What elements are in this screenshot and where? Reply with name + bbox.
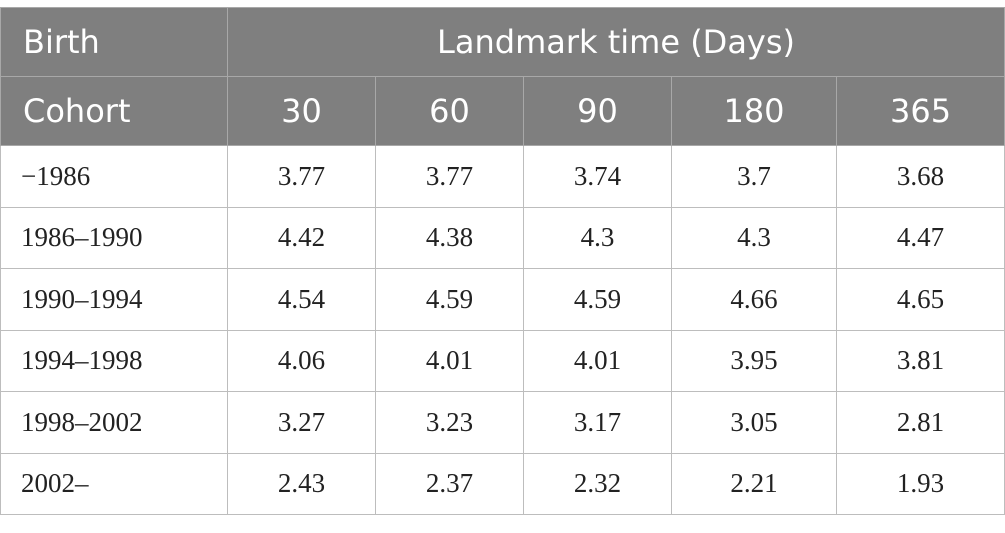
value-cell: 3.81 bbox=[835, 329, 1005, 392]
table-row: −1986 3.77 3.77 3.74 3.7 3.68 bbox=[0, 145, 1005, 208]
cohort-cell: 1990–1994 bbox=[0, 268, 228, 331]
value-cell: 2.37 bbox=[375, 452, 524, 515]
value-cell: 4.01 bbox=[523, 329, 672, 392]
header-col-90: 90 bbox=[523, 76, 672, 146]
table-row: 1998–2002 3.27 3.23 3.17 3.05 2.81 bbox=[0, 391, 1005, 454]
value-cell: 2.43 bbox=[227, 452, 376, 515]
value-cell: 3.23 bbox=[375, 391, 524, 454]
value-cell: 3.05 bbox=[671, 391, 837, 454]
header-col-30: 30 bbox=[227, 76, 376, 146]
value-cell: 1.93 bbox=[835, 452, 1005, 515]
header-row-1: Birth Landmark time (Days) bbox=[0, 7, 1005, 77]
value-cell: 4.65 bbox=[835, 268, 1005, 331]
value-cell: 3.77 bbox=[227, 145, 376, 208]
cohort-cell: 1998–2002 bbox=[0, 391, 228, 454]
value-cell: 4.3 bbox=[671, 206, 837, 269]
header-col-180: 180 bbox=[671, 76, 837, 146]
value-cell: 4.54 bbox=[227, 268, 376, 331]
value-cell: 4.01 bbox=[375, 329, 524, 392]
value-cell: 3.17 bbox=[523, 391, 672, 454]
value-cell: 4.59 bbox=[523, 268, 672, 331]
value-cell: 4.66 bbox=[671, 268, 837, 331]
value-cell: 4.42 bbox=[227, 206, 376, 269]
value-cell: 3.77 bbox=[375, 145, 524, 208]
header-birth: Birth bbox=[0, 7, 228, 77]
value-cell: 3.68 bbox=[835, 145, 1005, 208]
value-cell: 3.7 bbox=[671, 145, 837, 208]
value-cell: 2.32 bbox=[523, 452, 672, 515]
value-cell: 4.47 bbox=[835, 206, 1005, 269]
cohort-cell: 1994–1998 bbox=[0, 329, 228, 392]
table-row: 1990–1994 4.54 4.59 4.59 4.66 4.65 bbox=[0, 268, 1005, 331]
table-row: 1994–1998 4.06 4.01 4.01 3.95 3.81 bbox=[0, 329, 1005, 392]
value-cell: 3.95 bbox=[671, 329, 837, 392]
header-row-2: Cohort 30 60 90 180 365 bbox=[0, 76, 1005, 146]
cohort-cell: −1986 bbox=[0, 145, 228, 208]
value-cell: 4.3 bbox=[523, 206, 672, 269]
header-cohort: Cohort bbox=[0, 76, 228, 146]
value-cell: 2.81 bbox=[835, 391, 1005, 454]
header-landmark-time: Landmark time (Days) bbox=[226, 7, 1005, 77]
header-col-60: 60 bbox=[375, 76, 524, 146]
value-cell: 2.21 bbox=[671, 452, 837, 515]
table-row: 1986–1990 4.42 4.38 4.3 4.3 4.47 bbox=[0, 206, 1005, 269]
value-cell: 3.27 bbox=[227, 391, 376, 454]
value-cell: 4.06 bbox=[227, 329, 376, 392]
value-cell: 4.59 bbox=[375, 268, 524, 331]
value-cell: 3.74 bbox=[523, 145, 672, 208]
table-row: 2002– 2.43 2.37 2.32 2.21 1.93 bbox=[0, 452, 1005, 515]
cohort-cell: 2002– bbox=[0, 452, 228, 515]
landmark-table: Birth Landmark time (Days) Cohort 30 60 … bbox=[0, 7, 1005, 515]
value-cell: 4.38 bbox=[375, 206, 524, 269]
cohort-cell: 1986–1990 bbox=[0, 206, 228, 269]
header-col-365: 365 bbox=[835, 76, 1005, 146]
